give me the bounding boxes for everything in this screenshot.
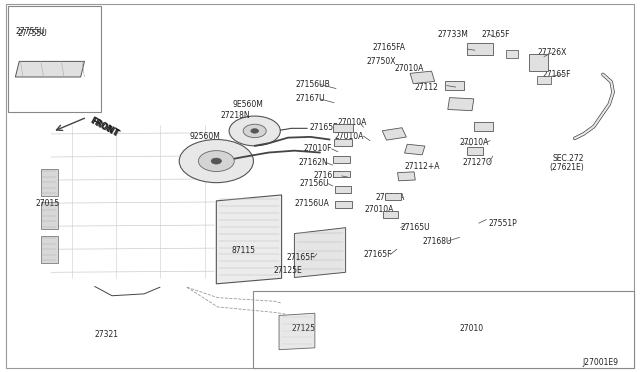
Polygon shape	[467, 43, 493, 55]
Polygon shape	[335, 201, 352, 208]
Text: 27127O: 27127O	[462, 158, 492, 167]
Polygon shape	[467, 147, 483, 155]
Text: 27112+A: 27112+A	[404, 162, 440, 171]
Text: 27010A: 27010A	[365, 205, 394, 214]
Text: 27755U: 27755U	[18, 29, 47, 38]
Text: 27165U: 27165U	[401, 223, 430, 232]
Text: 27755U: 27755U	[16, 27, 45, 36]
Circle shape	[251, 129, 259, 133]
Polygon shape	[216, 195, 282, 284]
Text: 87115: 87115	[232, 246, 256, 255]
Polygon shape	[46, 119, 218, 287]
Text: 27165F: 27165F	[287, 253, 316, 262]
Polygon shape	[448, 97, 474, 111]
Polygon shape	[6, 4, 634, 368]
Text: 27112: 27112	[415, 83, 438, 92]
Text: SEC.272: SEC.272	[553, 154, 584, 163]
Polygon shape	[397, 172, 415, 181]
Text: 27165F: 27165F	[364, 250, 392, 259]
Polygon shape	[385, 193, 401, 200]
Text: 27125E: 27125E	[274, 266, 303, 275]
Circle shape	[211, 158, 221, 164]
Text: 27733M: 27733M	[438, 30, 468, 39]
Polygon shape	[383, 211, 398, 218]
Polygon shape	[529, 54, 548, 71]
Polygon shape	[537, 76, 551, 84]
Text: 27015: 27015	[35, 199, 60, 208]
Text: 27750X: 27750X	[366, 57, 396, 65]
Text: 27010A: 27010A	[375, 193, 404, 202]
Text: 27010A: 27010A	[334, 132, 364, 141]
Text: 27010A: 27010A	[337, 118, 367, 127]
Polygon shape	[8, 6, 101, 112]
Polygon shape	[279, 313, 315, 350]
Text: 27165F: 27165F	[481, 30, 510, 39]
Text: 27165F: 27165F	[314, 171, 342, 180]
Text: 27726X: 27726X	[538, 48, 567, 57]
Text: 27165F: 27165F	[310, 124, 339, 132]
Polygon shape	[333, 124, 353, 132]
Text: FRONT: FRONT	[88, 116, 120, 138]
Text: 27551P: 27551P	[489, 219, 518, 228]
Text: 9E560M: 9E560M	[233, 100, 264, 109]
Polygon shape	[294, 228, 346, 278]
Polygon shape	[335, 186, 351, 193]
Text: 27156UA: 27156UA	[294, 199, 329, 208]
Text: 27010: 27010	[460, 324, 484, 333]
Polygon shape	[15, 61, 84, 77]
Text: 27167U: 27167U	[296, 94, 325, 103]
Polygon shape	[410, 71, 435, 84]
Text: 27125: 27125	[292, 324, 316, 333]
Text: 27168U: 27168U	[422, 237, 452, 246]
Text: 92560M: 92560M	[189, 132, 220, 141]
Text: 27165F: 27165F	[543, 70, 572, 79]
Circle shape	[198, 151, 234, 171]
Text: FRONT: FRONT	[90, 117, 121, 139]
Text: J27001E9: J27001E9	[582, 358, 618, 367]
Circle shape	[179, 140, 253, 183]
Text: (27621E): (27621E)	[549, 163, 584, 172]
Polygon shape	[474, 122, 493, 131]
Polygon shape	[41, 202, 58, 229]
Text: 27162N: 27162N	[298, 158, 328, 167]
Polygon shape	[333, 156, 350, 163]
Polygon shape	[334, 139, 352, 146]
Polygon shape	[41, 169, 58, 196]
Text: 27156U: 27156U	[300, 179, 329, 188]
Polygon shape	[333, 171, 350, 177]
Polygon shape	[253, 291, 634, 368]
Circle shape	[243, 124, 266, 138]
Polygon shape	[506, 50, 518, 58]
Circle shape	[229, 116, 280, 146]
Text: 27010A: 27010A	[460, 138, 489, 147]
Text: 27218N: 27218N	[220, 111, 250, 120]
Text: 27165FA: 27165FA	[372, 43, 406, 52]
Polygon shape	[382, 128, 406, 140]
Text: 27321: 27321	[95, 330, 119, 339]
Text: 27156UB: 27156UB	[296, 80, 330, 89]
Polygon shape	[445, 81, 464, 90]
Polygon shape	[41, 236, 58, 263]
Text: 27010A: 27010A	[395, 64, 424, 73]
Text: 27010F: 27010F	[303, 144, 332, 153]
Polygon shape	[404, 144, 425, 155]
